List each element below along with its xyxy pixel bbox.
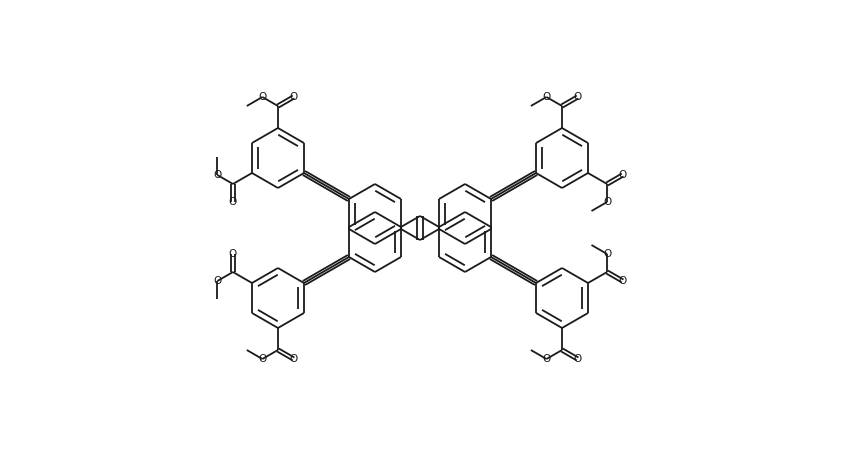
Text: O: O — [603, 197, 611, 207]
Text: O: O — [229, 197, 237, 207]
Text: O: O — [603, 249, 611, 259]
Text: O: O — [214, 170, 221, 180]
Text: O: O — [289, 92, 298, 102]
Text: O: O — [574, 354, 582, 364]
Text: O: O — [574, 92, 582, 102]
Text: O: O — [258, 92, 267, 102]
Text: O: O — [618, 170, 627, 180]
Text: O: O — [258, 354, 267, 364]
Text: O: O — [214, 276, 221, 286]
Text: O: O — [542, 354, 551, 364]
Text: O: O — [229, 249, 237, 259]
Text: O: O — [618, 276, 627, 286]
Text: O: O — [542, 92, 551, 102]
Text: O: O — [289, 354, 298, 364]
